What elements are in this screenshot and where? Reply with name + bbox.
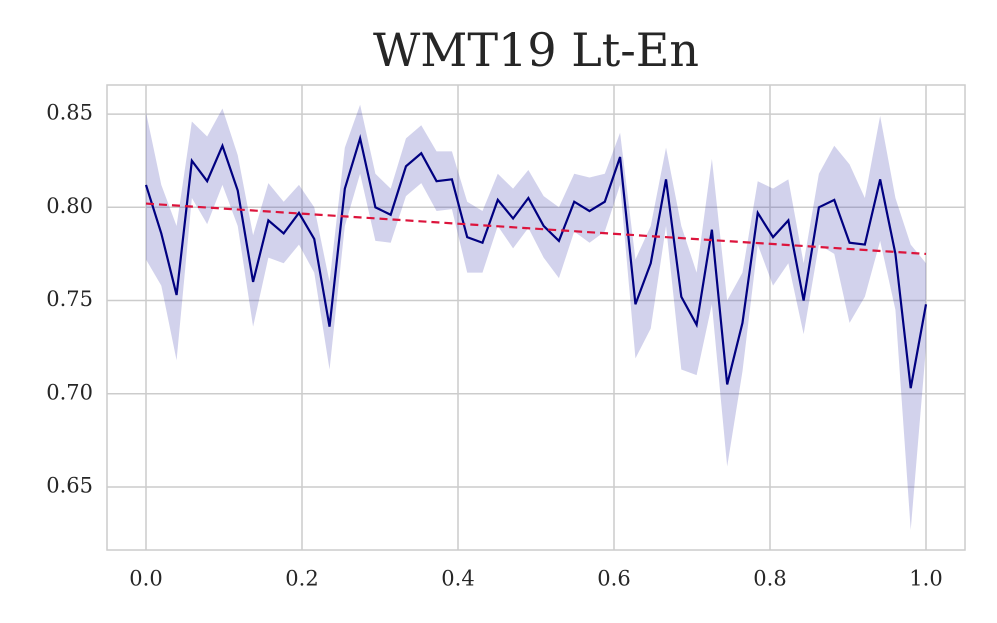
- trend-line: [145, 202, 927, 256]
- plot-frame: [106, 84, 966, 551]
- y-tick-label: 0.85: [46, 101, 93, 125]
- x-tick-label: 0.0: [129, 567, 162, 591]
- x-tick-label: 0.8: [753, 567, 786, 591]
- confidence-band: [146, 104, 926, 530]
- y-tick-label: 0.70: [46, 380, 93, 404]
- x-tick-label: 1.0: [909, 567, 942, 591]
- line: [144, 133, 928, 389]
- chart-title: WMT19 Lt-En: [373, 23, 699, 77]
- y-tick-label: 0.65: [46, 473, 93, 497]
- x-tick-label: 0.6: [597, 567, 630, 591]
- x-tick-label: 0.2: [285, 567, 318, 591]
- x-tick-label: 0.4: [441, 567, 474, 591]
- y-tick-label: 0.75: [46, 287, 93, 311]
- y-tick-label: 0.80: [46, 194, 93, 218]
